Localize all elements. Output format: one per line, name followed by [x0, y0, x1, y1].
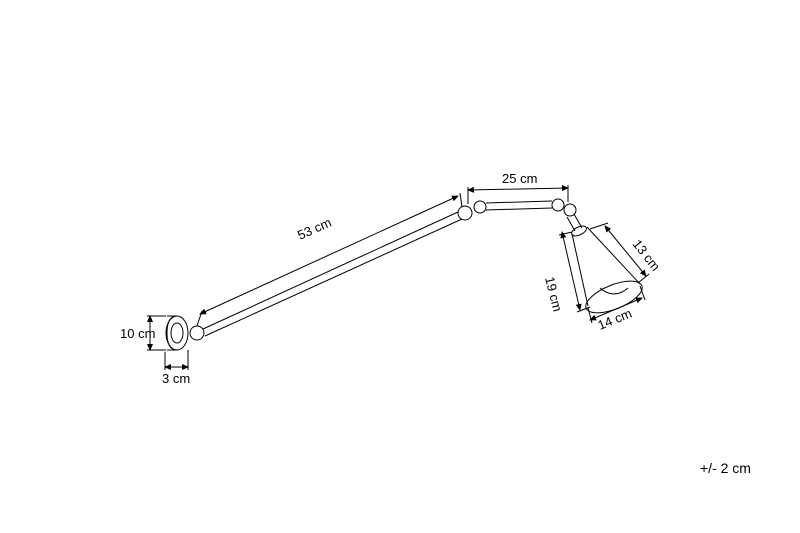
label-arm1: 53 cm: [295, 215, 333, 243]
dimension-lines: [147, 185, 649, 370]
tolerance-text: +/- 2 cm: [700, 460, 751, 476]
lamp-outline: [166, 199, 646, 350]
label-mount-d: 3 cm: [162, 371, 190, 386]
label-shade-inner: 13 cm: [630, 237, 664, 274]
lamp-dimension-diagram: 53 cm 25 cm 10 cm 3 cm 19 cm 13 cm 14 cm: [0, 0, 800, 533]
label-shade-len: 19 cm: [542, 275, 565, 313]
label-arm2: 25 cm: [502, 171, 537, 186]
label-mount-h: 10 cm: [120, 326, 155, 341]
tolerance-note: +/- 2 cm: [700, 460, 751, 476]
